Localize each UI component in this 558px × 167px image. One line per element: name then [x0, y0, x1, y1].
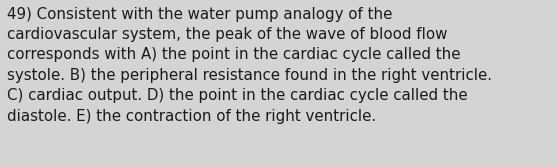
Text: 49) Consistent with the water pump analogy of the
cardiovascular system, the pea: 49) Consistent with the water pump analo… [7, 7, 492, 124]
